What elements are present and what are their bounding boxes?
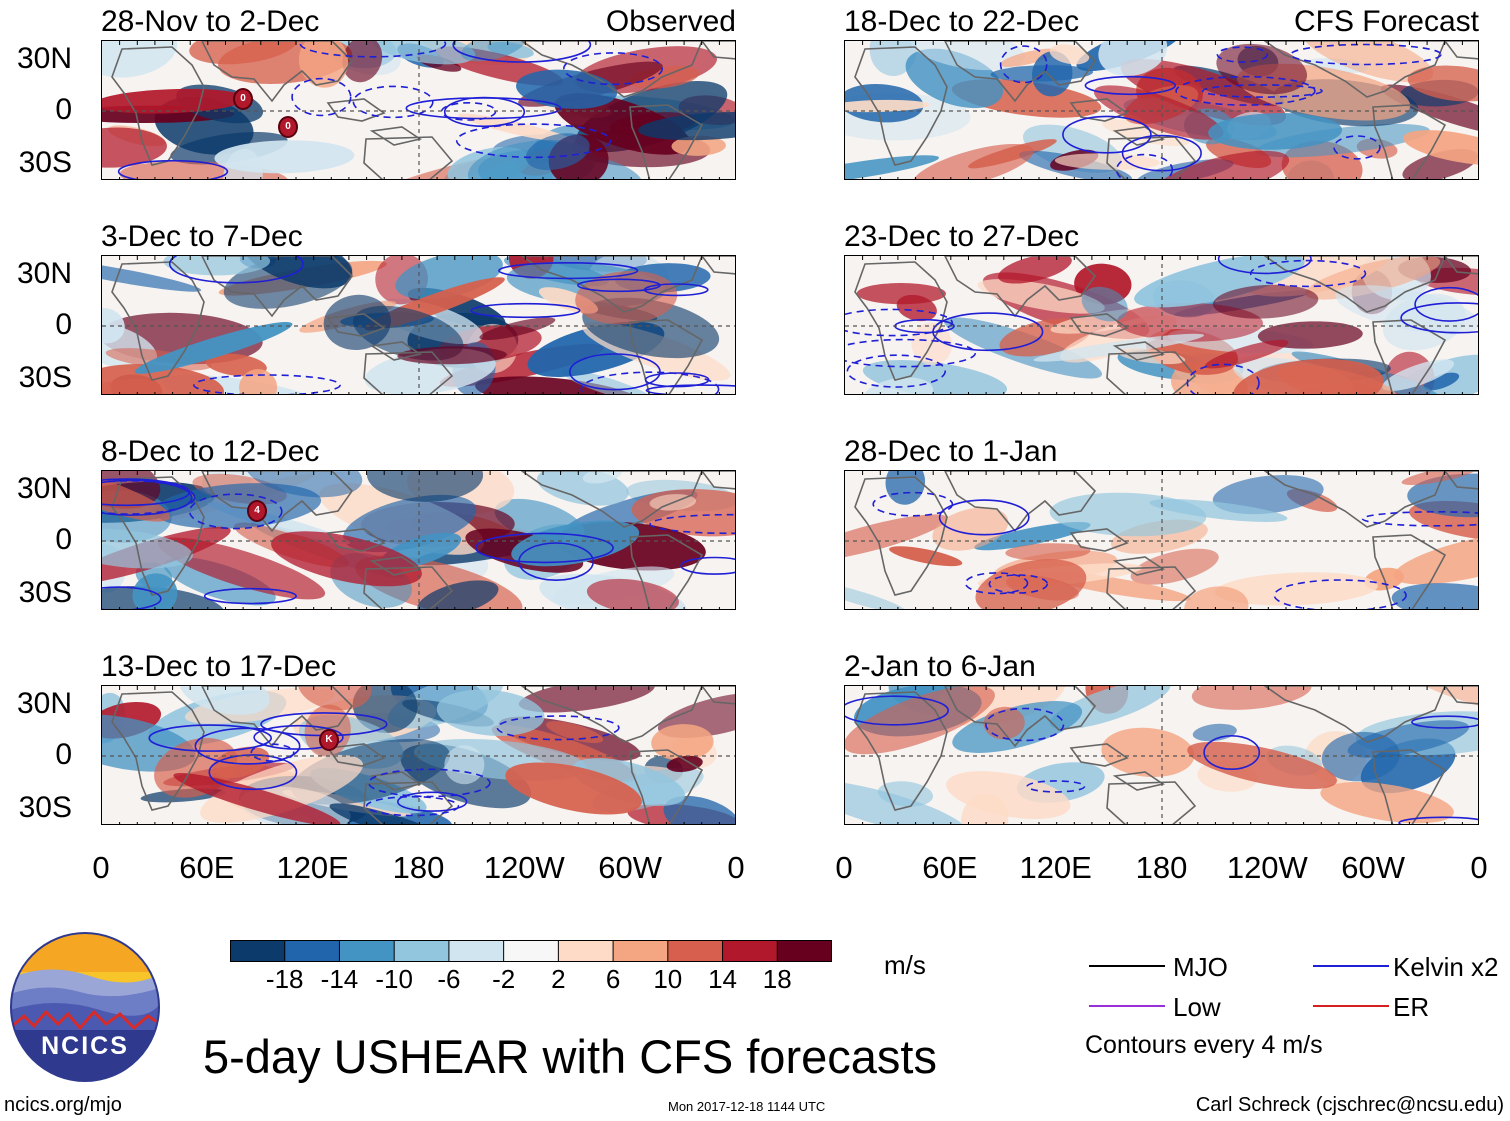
- lat-label: 30S: [18, 146, 72, 179]
- legend-label-low: Low: [1173, 992, 1221, 1022]
- legend-label-mjo: MJO: [1173, 952, 1228, 982]
- colorbar-tick-label: -2: [492, 964, 516, 994]
- lat-label: 30S: [18, 576, 72, 609]
- panel-map-p8: [845, 686, 1478, 824]
- colorbar-tick-label: 10: [653, 964, 683, 994]
- lon-label: 60E: [179, 850, 235, 885]
- lon-label: 60E: [922, 850, 978, 885]
- colorbar-swatch: [667, 940, 724, 962]
- footer-author: Carl Schreck (cjschrec@ncsu.edu): [1195, 1094, 1504, 1116]
- colorbar-tick-label: -6: [437, 964, 461, 994]
- lat-label: 30N: [16, 257, 72, 290]
- colorbar-tick-label: 6: [605, 964, 621, 994]
- colorbar-swatch: [558, 940, 614, 962]
- lat-label: 0: [55, 738, 72, 771]
- lon-label: 120W: [1226, 850, 1308, 885]
- colorbar-tick-label: -14: [320, 964, 359, 994]
- panel-p4: K: [101, 685, 736, 825]
- panel-map-p6: [845, 256, 1478, 394]
- colorbar: [230, 940, 833, 962]
- lon-label: 120E: [1019, 850, 1092, 885]
- panel-tag-p1: Observed: [605, 5, 736, 38]
- legend: MJO Kelvin x2 Low ER Contours every 4 m/…: [1085, 950, 1505, 1058]
- colorbar-tick-label: 14: [708, 964, 737, 994]
- colorbar-tick-label: 2: [551, 964, 566, 994]
- panel-map-p2: [102, 256, 735, 394]
- lon-label: 120W: [483, 850, 565, 885]
- colorbar-swatch: [339, 940, 395, 962]
- colorbar-swatch: [722, 940, 778, 962]
- lat-label: 30N: [16, 687, 72, 720]
- lat-label: 0: [55, 523, 72, 556]
- lon-label: 60W: [1341, 850, 1406, 885]
- storm-marker: K: [319, 729, 339, 751]
- lon-label: 0: [727, 850, 745, 885]
- panel-map-p4: [102, 686, 735, 824]
- ncics-logo: NCICS: [10, 932, 160, 1082]
- lat-label: 30N: [16, 472, 72, 505]
- legend-label-kelvin: Kelvin x2: [1393, 952, 1499, 982]
- panel-p3: 4: [101, 470, 736, 610]
- panel-title-p8: 2-Jan to 6-Jan: [844, 650, 1036, 683]
- colorbar-swatch: [448, 940, 505, 962]
- panel-title-p1: 28-Nov to 2-Dec: [101, 5, 320, 38]
- logo-text: NCICS: [41, 1032, 129, 1060]
- lon-label: 180: [1135, 850, 1188, 885]
- panel-p7: [844, 470, 1479, 610]
- footer-website: ncics.org/mjo: [4, 1094, 122, 1116]
- colorbar-swatch: [503, 940, 559, 962]
- panel-title-p7: 28-Dec to 1-Jan: [844, 435, 1058, 468]
- footer-timestamp: Mon 2017-12-18 1144 UTC: [668, 1099, 826, 1114]
- panel-title-p6: 23-Dec to 27-Dec: [844, 220, 1080, 253]
- colorbar-swatch: [230, 940, 286, 962]
- lon-label: 180: [392, 850, 445, 885]
- colorbar-swatch: [284, 940, 340, 962]
- colorbar-units: m/s: [884, 950, 926, 980]
- lon-label: 0: [1470, 850, 1488, 885]
- panel-map-p3: [102, 471, 735, 609]
- lon-label: 0: [835, 850, 853, 885]
- storm-marker: 0: [278, 116, 298, 138]
- colorbar-tick-label: -10: [375, 964, 413, 994]
- storm-marker: 0: [233, 88, 253, 110]
- panel-p2: [101, 255, 736, 395]
- panel-p6: [844, 255, 1479, 395]
- panel-map-p5: [845, 41, 1478, 179]
- panel-map-p1: [102, 41, 735, 179]
- panel-tag-p5: CFS Forecast: [1293, 5, 1479, 38]
- lon-label: 0: [92, 850, 110, 885]
- ncics-logo-icon: [10, 932, 160, 1082]
- lat-label: 30S: [18, 791, 72, 824]
- lon-label: 120E: [276, 850, 349, 885]
- panel-title-p2: 3-Dec to 7-Dec: [101, 220, 303, 253]
- lat-label: 30N: [16, 42, 72, 75]
- lon-label: 60W: [598, 850, 663, 885]
- main-title: 5-day USHEAR with CFS forecasts: [203, 1030, 937, 1083]
- legend-label-er: ER: [1393, 992, 1430, 1022]
- colorbar-tick-label: 18: [762, 964, 792, 994]
- panel-map-p7: [845, 471, 1478, 609]
- lat-label: 0: [55, 308, 72, 341]
- legend-note: Contours every 4 m/s: [1085, 1031, 1323, 1059]
- colorbar-swatches: [230, 940, 833, 962]
- colorbar-swatch: [777, 940, 833, 962]
- panel-p5: [844, 40, 1479, 180]
- colorbar-tick-label: -18: [265, 964, 304, 994]
- colorbar-swatch: [613, 940, 669, 962]
- colorbar-swatch: [394, 940, 450, 962]
- panel-title-p4: 13-Dec to 17-Dec: [101, 650, 337, 683]
- lat-label: 0: [55, 93, 72, 126]
- storm-marker: 4: [247, 500, 267, 522]
- panel-title-p3: 8-Dec to 12-Dec: [101, 435, 320, 468]
- panel-p8: [844, 685, 1479, 825]
- panel-title-p5: 18-Dec to 22-Dec: [844, 5, 1080, 38]
- lat-label: 30S: [18, 361, 72, 394]
